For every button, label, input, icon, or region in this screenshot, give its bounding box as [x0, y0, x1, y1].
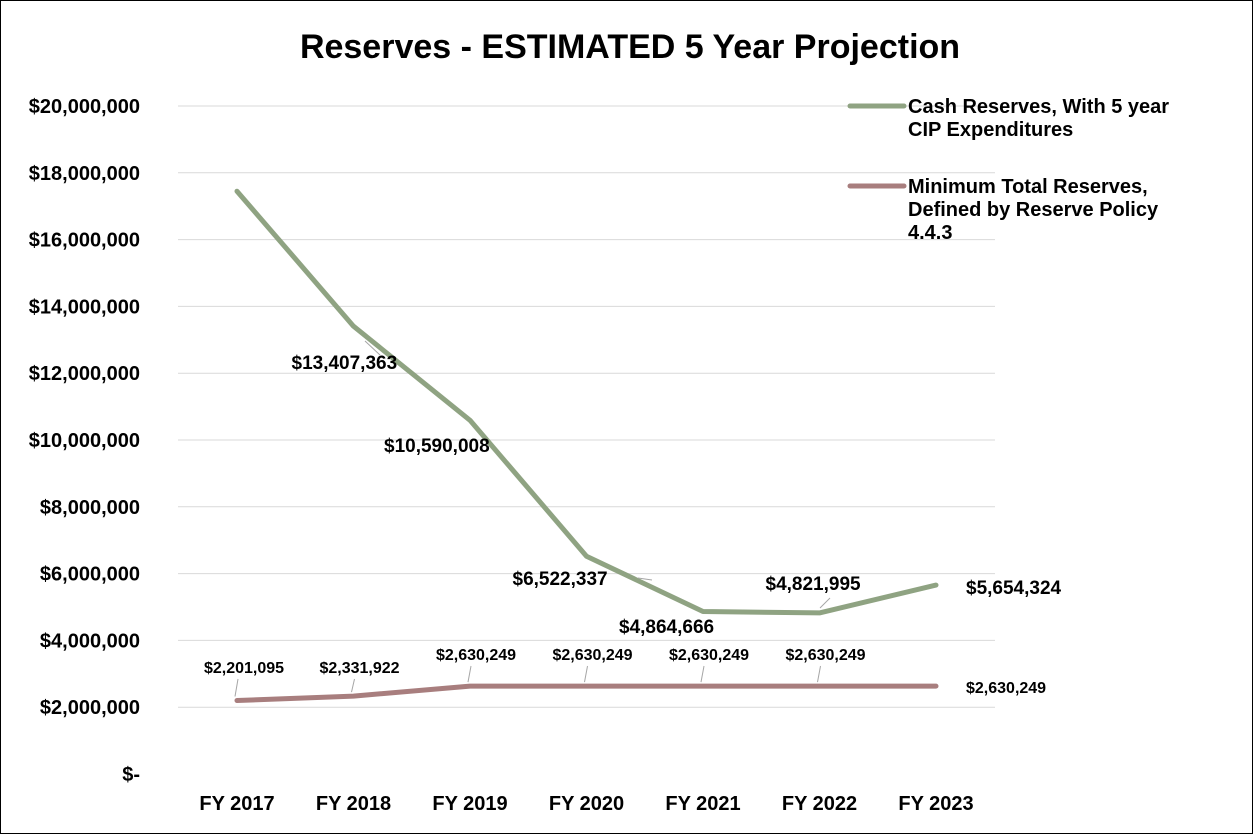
x-axis-labels: FY 2017 FY 2018 FY 2019 FY 2020 FY 2021 FY 20…	[199, 793, 973, 815]
y-tick-label: $8,000,000	[40, 497, 140, 519]
leader-line	[584, 665, 588, 683]
data-label-cash: $10,590,008	[384, 436, 490, 457]
x-tick-label: FY 2021	[665, 793, 740, 815]
y-axis-labels: $- $2,000,000 $4,000,000 $6,000,000 $8,000,0…	[29, 96, 140, 786]
x-tick-label: FY 2019	[432, 793, 507, 815]
data-labels: $13,407,363 $10,590,008 $6,522,337 $4,864,6…	[204, 353, 1062, 697]
y-tick-label: $-	[122, 764, 140, 786]
y-tick-label: $4,000,000	[40, 630, 140, 652]
y-tick-label: $2,000,000	[40, 697, 140, 719]
series-lines	[234, 188, 939, 703]
data-label-cash: $13,407,363	[292, 353, 398, 374]
x-tick-label: FY 2023	[898, 793, 973, 815]
leader-line	[817, 665, 821, 683]
data-label-cash: $5,654,324	[966, 578, 1062, 599]
data-label-leaders	[234, 340, 831, 697]
x-tick-label: FY 2022	[782, 793, 857, 815]
data-label-minimum: $2,630,249	[436, 647, 516, 664]
data-label-minimum: $2,201,095	[204, 660, 284, 677]
legend-label-2: Minimum Total Reserves, Defined by Reserv…	[908, 176, 1159, 244]
data-label-minimum: $2,630,249	[552, 647, 632, 664]
y-tick-label: $6,000,000	[40, 564, 140, 586]
leader-line	[819, 597, 831, 609]
leader-line	[700, 665, 705, 683]
data-label-cash: $4,864,666	[619, 617, 714, 638]
leader-line	[364, 340, 381, 356]
y-tick-label: $10,000,000	[29, 430, 140, 452]
data-label-minimum: $2,630,249	[669, 647, 749, 664]
data-label-minimum: $2,630,249	[966, 680, 1046, 697]
y-tick-label: $18,000,000	[29, 163, 140, 185]
legend-label-1: Cash Reserves, With 5 year CIP Expenditur…	[908, 96, 1169, 141]
y-tick-label: $20,000,000	[29, 96, 140, 118]
data-label-cash: $4,821,995	[766, 574, 862, 595]
x-tick-label: FY 2020	[549, 793, 624, 815]
leader-line	[637, 577, 653, 581]
y-tick-label: $14,000,000	[29, 296, 140, 318]
leader-line	[234, 678, 239, 697]
legend: Cash Reserves, With 5 year CIP Expenditur…	[847, 96, 1169, 244]
chart-title: Reserves - ESTIMATED 5 Year Projection	[300, 28, 960, 66]
y-tick-label: $16,000,000	[29, 230, 140, 252]
x-tick-label: FY 2017	[199, 793, 274, 815]
data-label-minimum: $2,331,922	[319, 660, 399, 677]
series-line-2	[234, 683, 939, 703]
leader-line	[351, 678, 355, 693]
leader-line	[467, 665, 472, 683]
series-line-1	[234, 188, 939, 616]
gridlines	[178, 105, 995, 708]
y-tick-label: $12,000,000	[29, 363, 140, 385]
x-tick-label: FY 2018	[316, 793, 391, 815]
data-label-cash: $6,522,337	[513, 569, 608, 590]
data-label-minimum: $2,630,249	[785, 647, 865, 664]
